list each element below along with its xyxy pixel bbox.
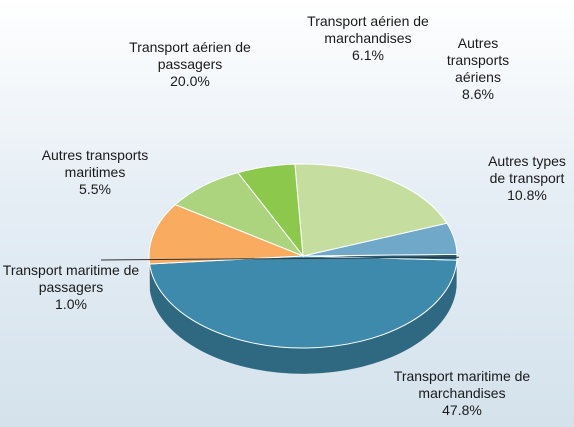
leader-line (100, 256, 459, 261)
value-label: 1.0% (55, 296, 87, 312)
slice-label: Autres types de transport 10.8% (480, 153, 574, 204)
slice-label: Transport aérien de marchandises 6.1% (307, 13, 429, 64)
category-label: Autres transports aériens (446, 35, 510, 85)
pie-slice (149, 255, 458, 349)
slice-label: Autres transports maritimes 5.5% (28, 147, 162, 198)
slice-label: Transport maritime de passagers 1.0% (2, 262, 140, 313)
category-label: Transport maritime de marchandises (393, 368, 531, 401)
category-label: Transport maritime de passagers (2, 262, 140, 295)
value-label: 6.1% (352, 47, 384, 63)
category-label: Transport aérien de passagers (129, 39, 251, 72)
pie-slice (294, 163, 448, 257)
category-label: Transport aérien de marchandises (307, 13, 429, 46)
value-label: 20.0% (170, 73, 210, 89)
category-label: Autres types de transport (488, 153, 566, 186)
category-label: Autres transports maritimes (41, 147, 149, 180)
value-label: 10.8% (507, 187, 547, 203)
pie-slice (148, 204, 304, 265)
value-label: 5.5% (79, 181, 111, 197)
slice-label: Transport maritime de marchandises 47.8% (392, 368, 532, 419)
slice-label: Autres transports aériens 8.6% (440, 35, 516, 103)
pie-top (148, 163, 458, 349)
value-label: 47.8% (442, 402, 482, 418)
pie-slice (174, 172, 305, 258)
value-label: 8.6% (462, 86, 494, 102)
slice-label: Transport aérien de passagers 20.0% (128, 39, 252, 90)
